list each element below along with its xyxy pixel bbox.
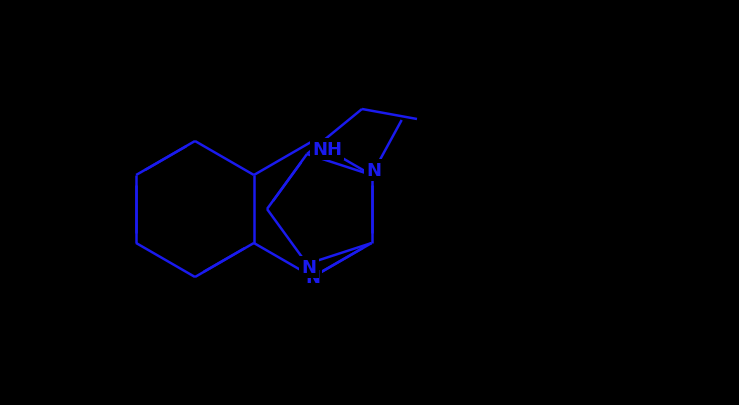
Text: N: N [366,162,381,179]
Text: N: N [302,258,316,276]
Text: NH: NH [312,141,342,159]
Text: N: N [305,269,320,286]
